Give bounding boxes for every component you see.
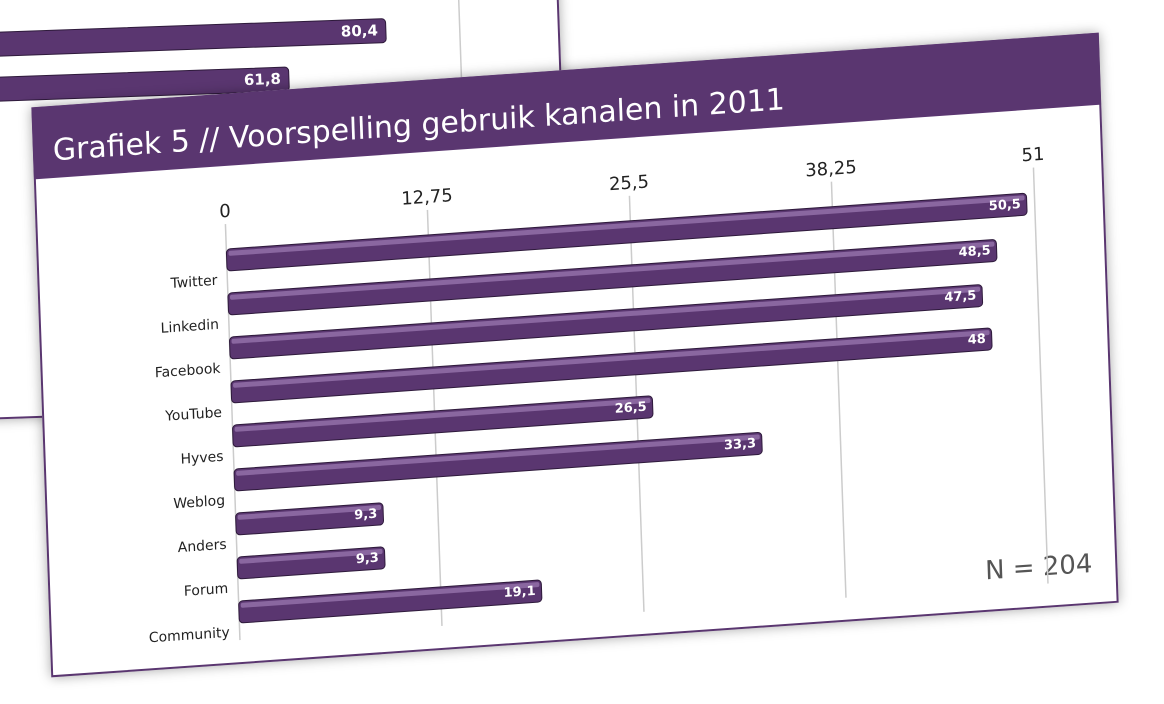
annotation: N = 204 — [985, 549, 1093, 586]
bar-highlight — [228, 195, 1025, 256]
bar-highlight — [234, 397, 651, 432]
slide: Grafiek 5 // Voorspelling gebruik kanale… — [29, 30, 1121, 680]
category-label: Forum — [184, 581, 229, 600]
bar-highlight — [240, 582, 540, 608]
category-label: Linkedin — [160, 317, 219, 337]
value-label: 9,3 — [354, 507, 377, 524]
value-label: 80,4 — [341, 21, 379, 40]
bar-highlight — [237, 505, 382, 520]
x-tick-label: 51 — [1021, 144, 1045, 167]
category-label: Hyves — [180, 449, 223, 468]
value-label: 61,8 — [244, 70, 282, 89]
value-label: 9,3 — [356, 551, 379, 568]
grid-line — [830, 181, 847, 598]
header-band — [31, 32, 1102, 180]
chart: Grafiek 5 // Voorspelling gebruik kanale… — [29, 30, 1121, 680]
bar-highlight — [231, 286, 981, 344]
bar — [0, 18, 387, 58]
value-label: 19,1 — [503, 584, 536, 601]
category-label: Community — [149, 625, 230, 647]
bar-highlight — [229, 241, 995, 300]
bar-highlight — [233, 330, 990, 388]
bar — [0, 66, 290, 103]
value-label: 26,5 — [614, 400, 647, 417]
x-tick-label: 12,75 — [401, 185, 453, 210]
category-label: YouTube — [164, 405, 222, 425]
category-label: Twitter — [169, 273, 218, 292]
grid-line — [1032, 167, 1049, 584]
value-label: 33,3 — [724, 436, 757, 453]
x-tick-label: 0 — [219, 201, 231, 223]
value-label: 48,5 — [958, 243, 991, 260]
value-label: 48 — [967, 332, 986, 348]
bar-highlight — [236, 434, 760, 476]
category-label: Facebook — [155, 361, 222, 382]
frame — [29, 30, 1121, 680]
category-label: Weblog — [173, 493, 225, 513]
value-label: 47,5 — [944, 288, 977, 305]
x-tick-label: 38,25 — [805, 157, 857, 182]
value-label: 50,5 — [989, 197, 1022, 214]
bar-highlight — [239, 549, 383, 564]
category-label: Anders — [177, 537, 226, 556]
x-tick-label: 25,5 — [609, 171, 650, 195]
